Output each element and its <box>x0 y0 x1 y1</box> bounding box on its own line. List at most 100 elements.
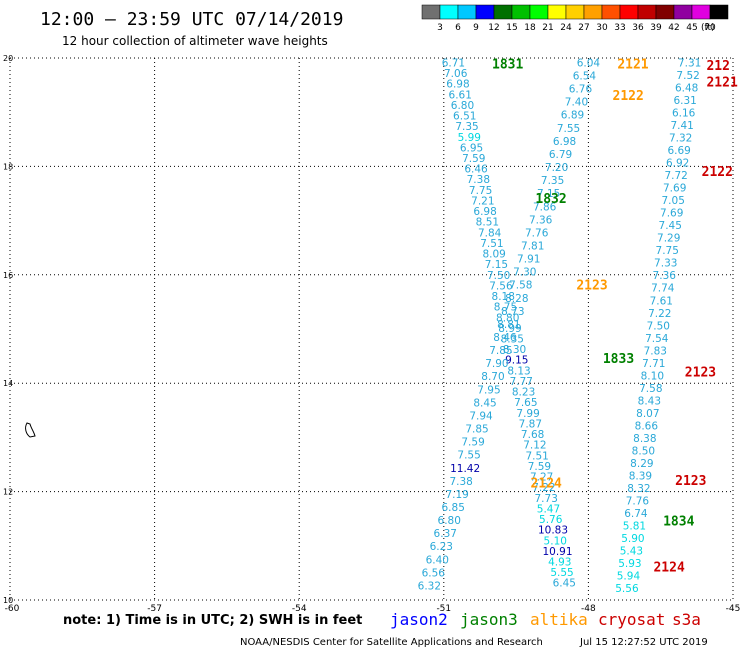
coastline-island <box>25 422 36 438</box>
pass-label: 2121 <box>617 58 648 73</box>
track-value: 8.81 <box>497 319 520 331</box>
colorbar-label: 39 <box>650 23 662 33</box>
track-value: 7.33 <box>654 258 677 270</box>
colorbar-swatch <box>583 4 603 20</box>
y-tick-label: 16 <box>3 271 13 280</box>
legend-entry-jason2: jason2 <box>390 610 448 629</box>
track-value: 7.74 <box>651 283 675 295</box>
track-value: 7.38 <box>467 174 490 186</box>
track-value: 8.23 <box>512 387 535 399</box>
colorbar-swatch <box>529 4 549 20</box>
track-value: 8.66 <box>635 420 659 432</box>
legend-entry-altika: altika <box>530 610 588 629</box>
colorbar-label: 70 <box>704 23 716 33</box>
colorbar-swatch <box>619 4 639 20</box>
track-value: 7.59 <box>461 437 484 449</box>
track-value: 6.46 <box>464 164 488 176</box>
pass-label: 212 <box>706 59 729 74</box>
x-tick-label: -54 <box>292 604 307 614</box>
colorbar-label: 30 <box>596 23 608 33</box>
pass-annotations: 1831 2121 21221212122212218322123183321232… <box>492 58 738 576</box>
track-value: 8.09 <box>482 249 505 261</box>
colorbar-swatch <box>691 4 711 20</box>
track-value: 5.56 <box>615 583 639 595</box>
colorbar-swatch <box>655 4 675 20</box>
track-value: 5.90 <box>621 533 644 545</box>
track-value: 6.98 <box>553 136 576 148</box>
grid <box>9 57 734 601</box>
colorbar-label: 27 <box>578 23 589 33</box>
track-value: 8.73 <box>501 306 524 318</box>
track-value: 6.48 <box>675 82 698 94</box>
colorbar-label: 15 <box>506 23 517 33</box>
track-value: 5.76 <box>539 514 563 526</box>
track-value: 8.75 <box>494 302 517 314</box>
x-tick-labels: -60 -57 -54 -51 -48 -45 <box>5 604 740 614</box>
track-value: 8.80 <box>496 312 519 324</box>
track-value: 7.87 <box>519 418 542 430</box>
track-value: 7.75 <box>469 185 492 197</box>
track-value: 9.15 <box>505 355 528 367</box>
colorbar-swatch <box>547 4 567 20</box>
track-value: 6.80 <box>438 515 461 527</box>
track-value: 7.76 <box>525 227 549 239</box>
track-value: 7.12 <box>523 440 546 452</box>
pass-label: 2121 <box>706 75 737 90</box>
track-value: 7.94 <box>469 410 493 422</box>
track-value: 6.23 <box>430 541 453 553</box>
y-tick-labels: 10 12 14 16 18 20 <box>3 54 13 605</box>
track-value: 5.99 <box>458 132 481 144</box>
track-value: 6.51 <box>453 111 476 123</box>
track-value: 6.40 <box>426 554 449 566</box>
colorbar-unit: (ft) <box>701 23 715 33</box>
track-value: 7.69 <box>663 183 686 195</box>
track-value: 8.45 <box>473 397 496 409</box>
track-value: 7.55 <box>457 450 480 462</box>
track-value: 7.05 <box>662 195 685 207</box>
track-value: 8.70 <box>481 371 504 383</box>
colorbar-label: 18 <box>524 23 536 33</box>
track-value: 7.22 <box>648 308 671 320</box>
track-value: 7.22 <box>532 482 555 494</box>
track-value: 7.61 <box>650 295 673 307</box>
legend: jason2 jason3 altika cryosat s3a <box>390 610 701 629</box>
track-value: 8.51 <box>476 217 499 229</box>
track-value: 7.65 <box>514 397 537 409</box>
track-value: 8.32 <box>627 483 650 495</box>
pass-label: 1834 <box>663 514 694 529</box>
track-value: 7.52 <box>676 70 699 82</box>
track-value: 6.98 <box>473 206 496 218</box>
colorbar-labels: 3 6 9 12 15 18 21 24 27 30 33 36 39 42 45 70 <box>437 23 716 33</box>
track-value: 8.18 <box>492 291 515 303</box>
track-value: 7.35 <box>541 175 564 187</box>
track-value: 8.10 <box>641 370 664 382</box>
pass-label: 2123 <box>675 474 706 489</box>
legend-entry-jason3: jason3 <box>460 610 518 629</box>
track-value: 4.93 <box>548 557 571 569</box>
track-value: 7.85 <box>465 424 488 436</box>
pass-label: 2123 <box>685 365 716 380</box>
track-value: 8.30 <box>503 344 526 356</box>
track-value: 6.92 <box>666 158 689 170</box>
track-value: 6.69 <box>667 145 690 157</box>
track-value: 7.77 <box>510 376 533 388</box>
track-value: 6.32 <box>418 580 441 592</box>
track-value: 7.21 <box>471 195 494 207</box>
track-value: 7.27 <box>530 472 553 484</box>
track-value: 7.90 <box>485 358 508 370</box>
legend-entry-s3a: s3a <box>672 610 701 629</box>
colorbar-swatch <box>709 4 729 20</box>
pass-label: 2122 <box>702 165 733 180</box>
colorbar-label: 45 <box>686 23 697 33</box>
track-value: 7.31 <box>678 57 701 69</box>
pass-label: 1831 <box>492 58 523 73</box>
track-value: 7.54 <box>645 333 669 345</box>
track-value: 7.51 <box>480 238 503 250</box>
track-value: 7.15 <box>485 259 508 271</box>
track-value: 7.36 <box>653 270 677 282</box>
track-value: 7.41 <box>670 120 693 132</box>
y-tick-label: 14 <box>3 379 13 388</box>
colorbar-swatch <box>421 4 441 20</box>
footer-timestamp: Jul 15 12:27:52 UTC 2019 <box>579 637 708 648</box>
